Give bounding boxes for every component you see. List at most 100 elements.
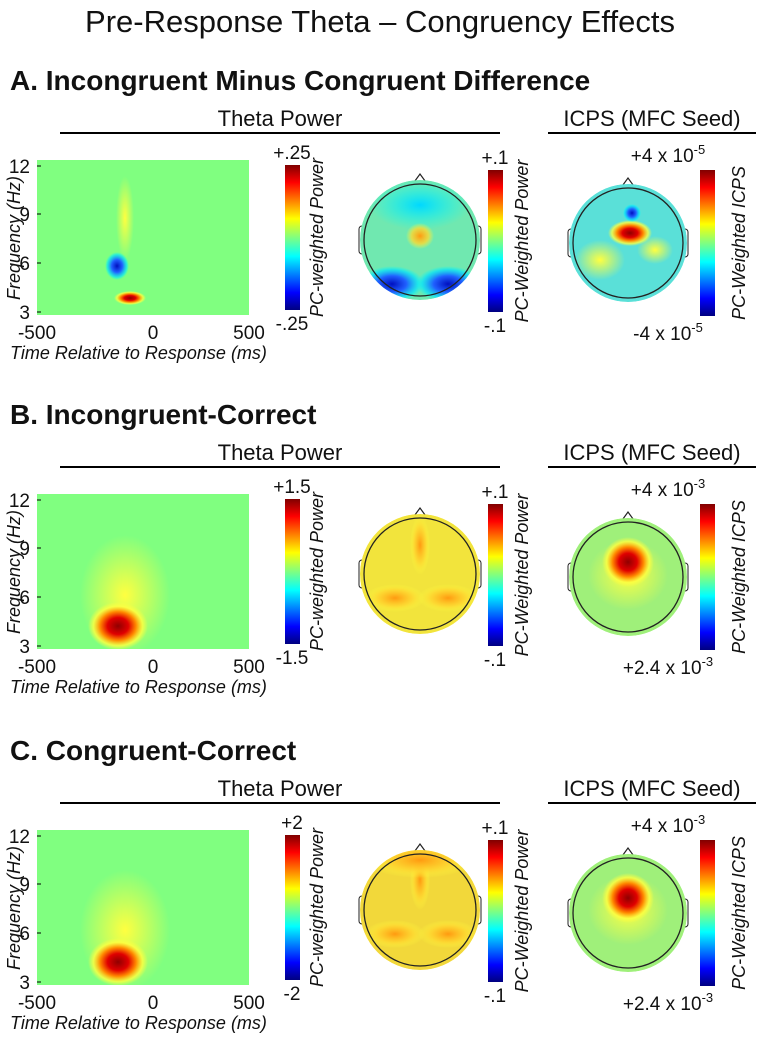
x-axis-label: Time Relative to Response (ms) xyxy=(10,343,267,363)
section-title: ICPS (MFC Seed) xyxy=(563,776,740,801)
colorbar-min: -.1 xyxy=(484,986,506,1007)
colorbar-min: -.1 xyxy=(484,650,506,671)
topo-map xyxy=(360,180,480,300)
topo-map xyxy=(360,514,480,634)
y-tick-label: 12 xyxy=(9,157,30,178)
colorbar-max: +2 xyxy=(281,813,303,834)
x-tick-label: -500 xyxy=(18,657,56,678)
panel: C. Congruent-Correct Theta Power ICPS (MFC… xyxy=(4,735,756,1033)
y-tick-label: 6 xyxy=(19,254,30,275)
x-tick-label: -500 xyxy=(18,993,56,1014)
colorbar-title: PC-Weighted ICPS xyxy=(729,836,749,990)
section-title: Theta Power xyxy=(218,440,343,465)
y-tick-label: 12 xyxy=(9,491,30,512)
label-base: +4 x 10 xyxy=(631,146,694,167)
topo-blob xyxy=(360,266,424,300)
panel-heading: A. Incongruent Minus Congruent Differenc… xyxy=(10,65,590,96)
panel: A. Incongruent Minus Congruent Differenc… xyxy=(4,65,756,363)
head-outline xyxy=(363,183,477,297)
topo-map xyxy=(569,518,687,636)
topo-map xyxy=(360,850,480,970)
label-base: +2.4 x 10 xyxy=(623,994,702,1015)
topo-blob xyxy=(637,236,673,264)
topo-blob xyxy=(418,584,478,612)
topo-map xyxy=(569,854,687,972)
topo-blob xyxy=(418,920,478,948)
x-tick-label: 500 xyxy=(233,323,265,344)
label-exponent: -3 xyxy=(694,476,706,491)
x-tick-label: 0 xyxy=(148,993,159,1014)
y-axis-label: Frequency (Hz) xyxy=(4,510,24,634)
head-outline xyxy=(572,187,684,299)
y-tick-label: 3 xyxy=(19,303,30,324)
colorbar-min: -.25 xyxy=(276,314,309,335)
colorbar xyxy=(488,170,503,312)
panel: B. Incongruent-Correct Theta Power ICPS (M… xyxy=(4,399,756,697)
y-tick-label: 3 xyxy=(19,973,30,994)
head-outline xyxy=(363,517,477,631)
topo-blob xyxy=(410,515,430,575)
label-base: +2.4 x 10 xyxy=(623,658,702,679)
heatmap-blob xyxy=(88,602,148,649)
label-exponent: -3 xyxy=(702,990,714,1005)
label-base: -4 x 10 xyxy=(633,324,691,345)
x-tick-label: 500 xyxy=(233,993,265,1014)
topo-blob xyxy=(575,240,625,280)
y-axis-label: Frequency (Hz) xyxy=(4,176,24,300)
colorbar-max: +1.5 xyxy=(273,477,311,498)
colorbar xyxy=(700,504,715,650)
heatmap-blobs xyxy=(80,535,170,649)
heatmap-blobs xyxy=(105,176,146,305)
y-tick-label: 9 xyxy=(19,539,30,560)
heatmap-blobs xyxy=(80,870,170,985)
label-exponent: -5 xyxy=(694,142,706,157)
colorbar xyxy=(285,165,300,310)
y-tick-label: 12 xyxy=(9,827,30,848)
colorbar-label: +4 x 10-3 xyxy=(631,812,705,837)
y-axis-label: Frequency (Hz) xyxy=(4,846,24,970)
topo-blob xyxy=(416,266,480,300)
topo-map xyxy=(569,184,687,302)
head-outline xyxy=(572,521,684,633)
topo-blob xyxy=(406,223,434,249)
figure-title: Pre-Response Theta – Congruency Effects xyxy=(85,4,675,39)
topo-blob xyxy=(365,920,425,948)
section-title: Theta Power xyxy=(218,106,343,131)
topo-blob xyxy=(370,180,470,230)
topo-blob xyxy=(623,204,641,222)
topo-blob xyxy=(365,584,425,612)
section-title: ICPS (MFC Seed) xyxy=(563,440,740,465)
colorbar-max: +.1 xyxy=(482,818,509,839)
y-tick-label: 3 xyxy=(19,637,30,658)
x-tick-label: 0 xyxy=(148,657,159,678)
heatmap-blob xyxy=(105,252,129,280)
x-tick-label: 0 xyxy=(148,323,159,344)
panel-heading: B. Incongruent-Correct xyxy=(10,399,316,430)
heatmap-blob xyxy=(114,291,146,305)
label-exponent: -3 xyxy=(694,812,706,827)
y-tick-label: 9 xyxy=(19,875,30,896)
colorbar-title: PC-Weighted ICPS xyxy=(729,166,749,320)
panels: A. Incongruent Minus Congruent Differenc… xyxy=(4,65,756,1033)
label-base: +4 x 10 xyxy=(631,480,694,501)
y-tick-label: 6 xyxy=(19,588,30,609)
colorbar-min: -.1 xyxy=(484,316,506,337)
colorbar-label: +2.4 x 10-3 xyxy=(623,990,713,1015)
topo-blob xyxy=(602,873,654,923)
colorbar-title: PC-weighted Power xyxy=(307,827,327,987)
colorbar-title: PC-weighted Power xyxy=(307,491,327,651)
x-tick-label: -500 xyxy=(18,323,56,344)
colorbar-label: -4 x 10-5 xyxy=(633,320,703,345)
colorbar-max: +.1 xyxy=(482,482,509,503)
colorbar-title: PC-weighted Power xyxy=(307,157,327,317)
colorbar xyxy=(700,840,715,986)
colorbar xyxy=(700,170,715,316)
colorbar-title: PC-Weighted Power xyxy=(512,493,532,657)
colorbar-label: +4 x 10-3 xyxy=(631,476,705,501)
colorbar-label: +2.4 x 10-3 xyxy=(623,654,713,679)
x-axis-label: Time Relative to Response (ms) xyxy=(10,677,267,697)
y-tick-label: 6 xyxy=(19,924,30,945)
head-outline xyxy=(572,857,684,969)
label-exponent: -3 xyxy=(702,654,714,669)
